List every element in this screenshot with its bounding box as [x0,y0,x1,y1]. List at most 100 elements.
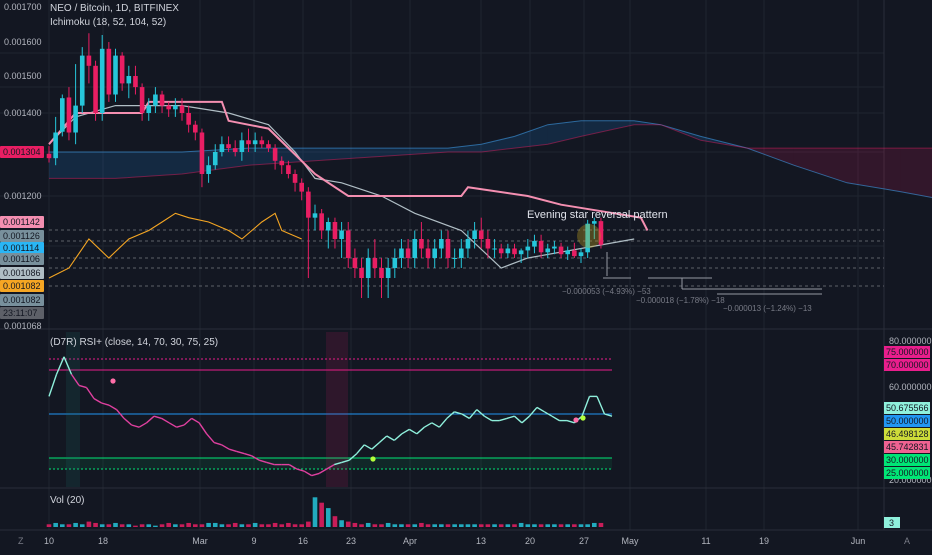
rsi-segment [123,417,133,426]
rsi-segment [454,411,463,415]
rsi-value-label: 30.000000 [886,455,929,465]
candle [146,98,152,121]
symbol-title[interactable]: NEO / Bitcoin, 1D, BITFINEX [50,3,179,14]
volume-bar [286,522,291,527]
candle [93,60,98,121]
candle-body [113,55,118,95]
rsi-segment [446,411,455,419]
rsi-segment [183,417,193,426]
volume-bar [352,522,358,527]
rsi-series[interactable] [48,356,613,477]
rsi-axis[interactable]: 80.000000 60.000000 20.000000 75.000000 70.0… [884,336,932,485]
price-tick-label: 0.001400 [4,108,42,118]
price-tag-label: 0.001126 [3,231,40,241]
price-tag [0,253,44,265]
candle [339,222,344,258]
candle [66,87,72,141]
candle [498,243,504,258]
price-tag-label: 0.001142 [3,217,40,227]
volume-bar [525,524,531,527]
candle-body [239,140,245,152]
candles[interactable] [46,33,604,298]
candle [485,230,491,258]
time-tick-label: Apr [403,536,417,546]
candle [60,94,65,137]
rsi-legend[interactable]: (D7R) RSI+ (close, 14, 70, 30, 75, 25) [50,337,219,348]
rsi-value-tag [884,467,930,479]
price-tag-label: 23:11:07 [3,308,37,318]
volume-bars[interactable] [46,497,604,527]
rsi-segment [378,435,388,444]
price-tag-label: 0.001114 [3,243,39,253]
volume-bar [425,524,431,527]
volume-bar [139,524,145,527]
volume-bar [232,522,238,527]
rsi-segment [198,422,208,435]
cloud-segment [660,124,701,141]
price-tick-label: 0.001200 [4,191,42,201]
volume-bar [119,524,125,527]
candle-body [199,132,205,174]
candle [106,42,112,102]
price-axis[interactable]: 0.001700 0.001600 0.001500 0.001400 0.001200… [0,2,44,331]
auto-scale-button[interactable]: A [904,536,910,546]
volume-bar [592,522,597,527]
candle-body [53,132,58,159]
rsi-segment [544,411,553,417]
rsi-segment [288,463,298,470]
candle [425,239,431,268]
volume-bar [292,524,298,527]
time-axis[interactable]: 10 18 Mar 9 16 23 Apr 13 20 27 May 11 19 Jun [44,536,865,546]
candle [592,217,597,239]
candle-body [552,246,557,249]
volume-bar [478,524,484,527]
rsi-segment [596,396,606,415]
volume-legend[interactable]: Vol (20) [50,495,85,506]
candle [139,83,145,121]
candle [572,242,577,258]
rsi-segment [108,404,117,411]
candle [345,222,351,268]
rsi-value-label: 25.000000 [886,468,929,478]
candle [419,222,424,258]
price-tag-label: 0.001106 [3,254,40,264]
candle-body [186,113,191,125]
volume-bar [246,524,251,527]
rsi-segment [311,472,320,477]
candle [299,178,304,201]
candle-body [106,48,112,95]
candle-body [326,222,331,231]
rsi-value-label: 46.498128 [886,429,929,439]
volume-bar [498,524,504,527]
volume-bar [459,524,464,527]
candle-body [139,87,145,113]
volume-bar [199,524,205,527]
ichimoku-legend[interactable]: Ichimoku (18, 52, 104, 52) [50,17,167,28]
candle [585,219,590,258]
volume-bar [179,524,185,527]
candle [432,239,437,268]
candle [365,248,371,298]
rsi-segment [506,415,515,420]
rsi-segment [48,374,58,397]
rsi-segment [176,424,185,428]
volume-bar [239,524,245,527]
evening-star-highlight[interactable] [577,224,601,248]
measure-label: −0.000013 (−1.24%) −13 [723,304,812,313]
candle-body [232,148,238,152]
candle [126,65,132,99]
candle-body [578,252,584,257]
candle-body [79,55,85,106]
candle-body [505,248,511,254]
volume-bar [578,524,584,527]
volume-bar [412,524,418,527]
price-tick-label: 0.001068 [4,321,42,331]
candle [525,239,531,258]
candle [399,239,404,268]
candle-body [133,76,138,88]
time-axis-zoom-button[interactable]: Z [18,536,24,546]
time-tick-label: 18 [98,536,108,546]
rsi-segment [371,442,380,450]
